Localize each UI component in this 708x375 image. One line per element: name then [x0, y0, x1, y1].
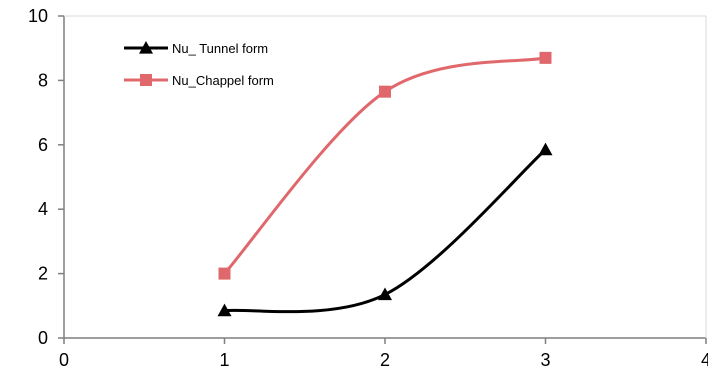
y-tick-label: 4 [38, 199, 48, 219]
legend-marker [139, 41, 153, 54]
chart-axes [63, 15, 707, 339]
y-tick-label: 2 [38, 264, 48, 284]
x-tick-label: 4 [701, 350, 708, 370]
y-tick-label: 8 [38, 70, 48, 90]
legend-marker [140, 74, 152, 86]
data-point [538, 142, 553, 156]
series-layer [217, 51, 553, 317]
y-tick-label: 0 [38, 328, 48, 348]
series-2 [218, 51, 552, 280]
data-point [217, 303, 232, 317]
data-point [218, 267, 231, 280]
series-line [224, 148, 547, 314]
data-point [378, 287, 392, 301]
data-point [379, 85, 391, 98]
x-tick-label: 2 [380, 350, 390, 370]
y-tick-label: 6 [38, 135, 48, 155]
data-point [539, 51, 552, 64]
y-tick-label: 10 [28, 6, 48, 26]
legend-entry: Nu_ Tunnel form [124, 41, 268, 56]
series-1 [217, 142, 553, 317]
x-tick-label: 3 [540, 350, 550, 370]
x-tick-label: 1 [219, 350, 229, 370]
x-tick-label: 0 [59, 350, 69, 370]
legend: Nu_ Tunnel form Nu_Chappel form [124, 41, 274, 88]
legend-label: Nu_ Tunnel form [172, 41, 268, 56]
legend-label: Nu_Chappel form [172, 73, 274, 88]
axis-ticks: 0 1 2 3 4 0 2 4 6 8 10 [28, 6, 708, 370]
legend-entry: Nu_Chappel form [124, 73, 274, 88]
